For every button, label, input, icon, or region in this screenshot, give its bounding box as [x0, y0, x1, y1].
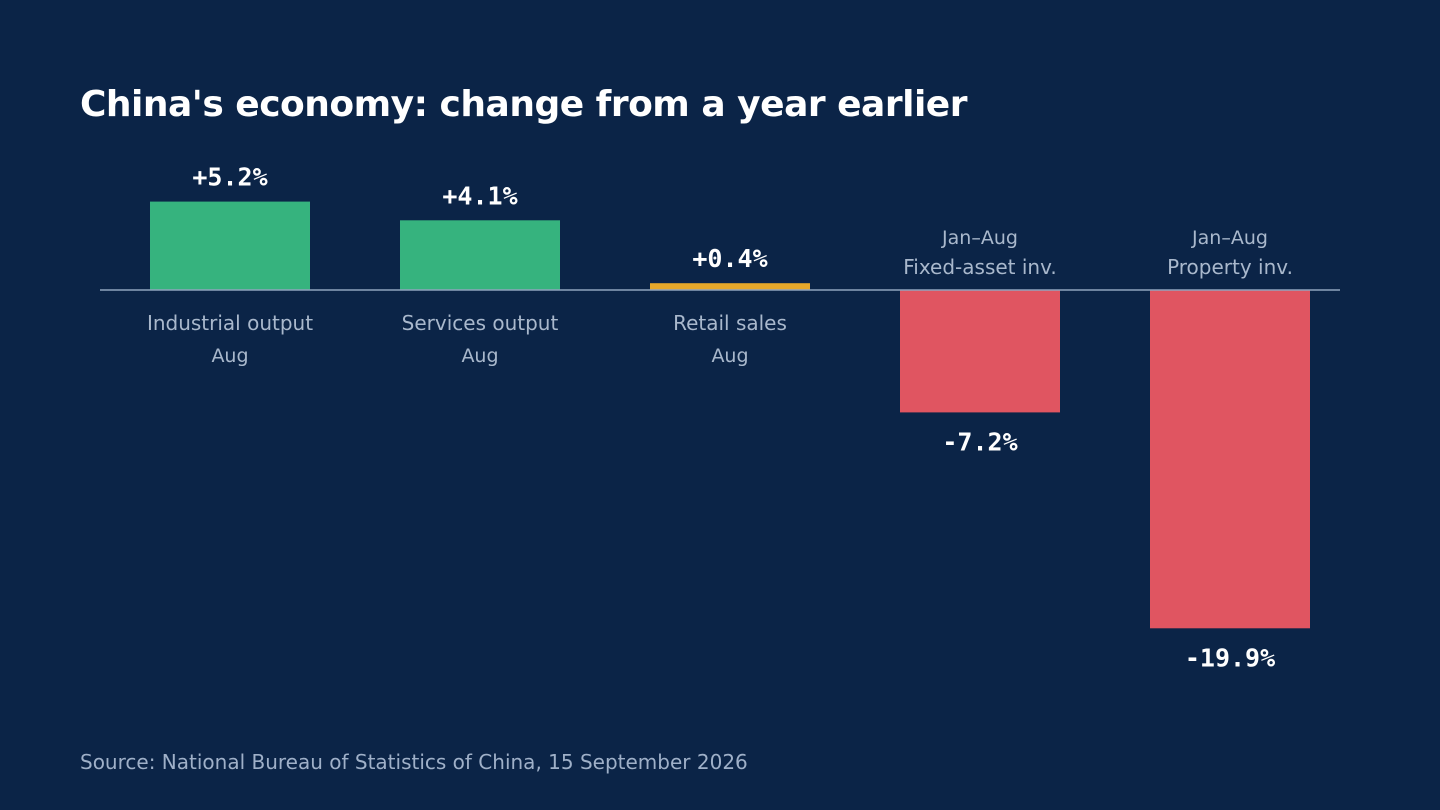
bar [150, 201, 310, 290]
bar [1150, 290, 1310, 629]
chart-title: China's economy: change from a year earl… [80, 84, 967, 125]
bar [650, 283, 810, 290]
category-label: Property inv. [1167, 255, 1293, 279]
category-label: Retail sales [673, 311, 787, 335]
value-label: -19.9% [1185, 643, 1275, 672]
period-label: Jan–Aug [1191, 227, 1268, 249]
value-label: +5.2% [192, 163, 267, 192]
period-label: Aug [461, 345, 498, 367]
category-label: Services output [402, 311, 559, 335]
period-label: Aug [211, 345, 248, 367]
source-note: Source: National Bureau of Statistics of… [80, 750, 748, 774]
bar [400, 220, 560, 290]
category-label: Industrial output [147, 311, 313, 335]
value-label: +0.4% [692, 244, 767, 273]
period-label: Jan–Aug [941, 227, 1018, 249]
bar [900, 290, 1060, 413]
value-label: -7.2% [942, 427, 1017, 456]
category-label: Fixed-asset inv. [903, 255, 1057, 279]
value-label: +4.1% [442, 181, 517, 210]
period-label: Aug [711, 345, 748, 367]
